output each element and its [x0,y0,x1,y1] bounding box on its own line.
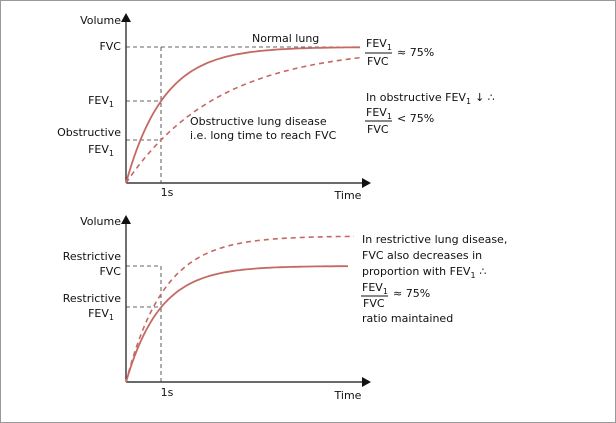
subscript: 1 [466,97,471,106]
text: ∴ [480,265,487,278]
subscript: 1 [387,43,392,52]
y-axis-label: Volume [80,14,121,27]
tick-label: 1s [161,186,174,199]
subscript: 1 [109,149,114,158]
restrictive-label: Restrictive [63,292,121,305]
restrictive-label: Restrictive [63,250,121,263]
x-axis-label: Time [334,189,362,202]
subscript: 1 [109,100,114,109]
arrow [121,215,131,224]
normal-curve [125,46,360,184]
text: In obstructive FEV [366,91,466,104]
note: proportion with FEV1 ∴ [362,265,487,280]
obstructive-fev1-label: FEV1 [88,143,114,158]
note: FVC also decreases in [362,249,482,262]
ratio-value: ≈ 75% [397,46,434,59]
obstructive-note: i.e. long time to reach FVC [190,129,337,142]
text: FEV [366,37,387,50]
normal-curve [125,235,354,383]
obstructive-note: Obstructive lung disease [190,115,327,128]
restrictive-curve [125,265,348,383]
restrictive-fev1-label: FEV1 [88,307,114,322]
numerator: FEV1 [366,106,392,121]
tick-label: 1s [161,386,174,399]
text: ↓ ∴ [475,91,495,104]
numerator: FEV1 [366,37,392,52]
x-axis-label: Time [334,389,362,402]
footer: ratio maintained [362,312,453,325]
subscript: 1 [109,313,114,322]
text: FEV [366,106,387,119]
text: FEV [88,94,109,107]
fvc-label: FVC [99,40,121,53]
numerator: FEV1 [362,281,388,296]
bottom-panel: Volume Restrictive FVC Restrictive FEV1 … [63,215,507,402]
note: In restrictive lung disease, [362,233,507,246]
obstructive-label: Obstructive [57,126,121,139]
text: proportion with FEV [362,265,471,278]
restrictive-label: FVC [99,265,121,278]
arrow [121,13,131,22]
subscript: 1 [470,271,475,280]
subscript: 1 [383,287,388,296]
text: FEV [362,281,383,294]
text: FEV [88,143,109,156]
normal-label: Normal lung [252,32,319,45]
arrow [362,178,371,188]
ratio-value: ≈ 75% [393,287,430,300]
arrow [362,377,371,387]
ratio-value: < 75% [397,112,434,125]
fev1-label: FEV1 [88,94,114,109]
denominator: FVC [367,123,389,136]
denominator: FVC [363,297,385,310]
note: In obstructive FEV1 ↓ ∴ [366,91,495,106]
denominator: FVC [367,55,389,68]
subscript: 1 [387,112,392,121]
text: FEV [88,307,109,320]
y-axis-label: Volume [80,215,121,228]
obstructive-curve [125,56,361,184]
top-panel: Volume FVC FEV1 Obstructive FEV1 1s Time… [57,13,495,202]
